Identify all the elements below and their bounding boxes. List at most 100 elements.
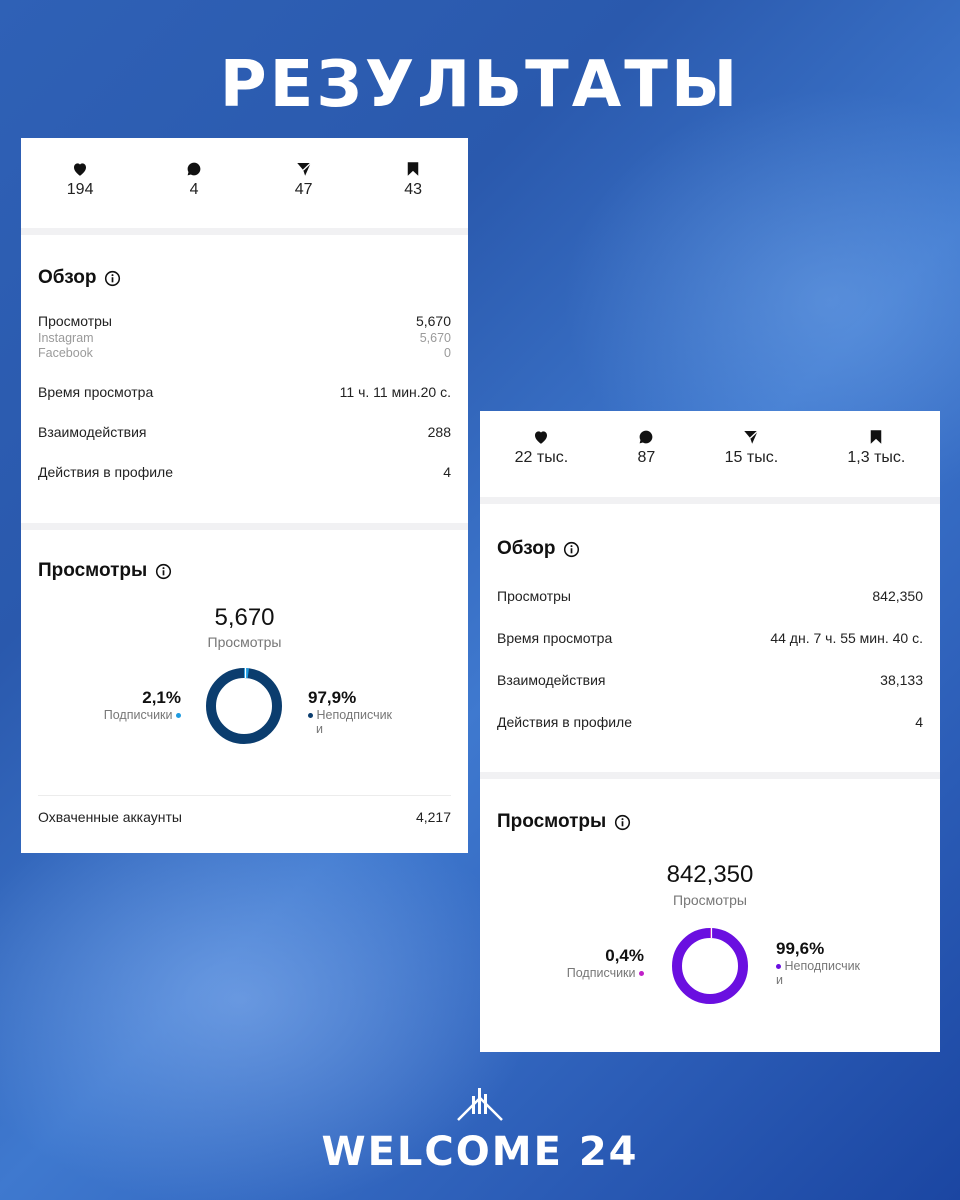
brand-logo-text: WELCOME 24 xyxy=(321,1129,639,1175)
bookmark-icon xyxy=(871,430,882,444)
heart-icon xyxy=(535,431,548,444)
watch-time-row[interactable]: Время просмотра 11 ч. 11 мин.20 с. xyxy=(38,384,451,400)
watch-time-label: Время просмотра xyxy=(497,630,613,646)
views-row[interactable]: Просмотры 5,670 xyxy=(38,313,451,329)
insights-card-1: 194 4 47 43 Обзор Просмотры 5,670 Instag… xyxy=(21,138,468,853)
watch-time-row[interactable]: Время просмотра 44 дн. 7 ч. 55 мин. 40 с… xyxy=(497,630,923,646)
divider xyxy=(21,523,468,530)
heart-icon xyxy=(74,163,87,176)
views-title-text: Просмотры xyxy=(497,811,607,832)
overview-section: Обзор Просмотры 842,350 Время просмотра … xyxy=(480,504,940,772)
views-title: Просмотры xyxy=(497,811,923,833)
divider xyxy=(480,772,940,779)
info-icon[interactable] xyxy=(614,814,631,831)
followers-pct: 2,1% xyxy=(142,688,181,707)
bookmark-icon xyxy=(407,162,419,176)
saves-stat[interactable]: 1,3 тыс. xyxy=(847,428,905,467)
saves-count: 43 xyxy=(404,181,423,198)
followers-label: Подписчики xyxy=(566,966,636,980)
instagram-row: Instagram 5,670 xyxy=(38,331,451,345)
brand-logo: WELCOME 24 xyxy=(0,1084,960,1175)
nonfollowers-pct: 97,9% xyxy=(308,688,357,707)
watch-time-label: Время просмотра xyxy=(38,384,154,400)
views-section: Просмотры 842,350 Просмотры 0,4% Подписч… xyxy=(480,779,940,1052)
views-total: 842,350 xyxy=(666,861,754,888)
engagement-stats: 22 тыс. 87 15 тыс. 1,3 тыс. xyxy=(480,411,940,497)
shares-stat[interactable]: 47 xyxy=(295,160,313,199)
profile-actions-value: 4 xyxy=(443,464,451,480)
likes-count: 194 xyxy=(66,181,94,198)
views-label: Просмотры xyxy=(497,588,571,604)
nonfollowers-label-line1: Неподписчик xyxy=(316,708,393,722)
views-total: 5,670 xyxy=(214,604,275,631)
overview-title-text: Обзор xyxy=(497,538,556,559)
profile-actions-label: Действия в профиле xyxy=(497,714,633,730)
views-total-label: Просмотры xyxy=(673,892,747,908)
views-donut-chart xyxy=(206,668,282,744)
followers-pct: 0,4% xyxy=(605,946,644,965)
likes-stat[interactable]: 194 xyxy=(66,160,94,199)
nonfollowers-dot xyxy=(776,964,781,970)
comment-icon xyxy=(187,162,201,176)
facebook-value: 0 xyxy=(444,346,451,360)
divider-line xyxy=(38,795,451,796)
info-icon[interactable] xyxy=(104,270,121,287)
overview-title: Обзор xyxy=(497,538,923,560)
profile-actions-row[interactable]: Действия в профиле 4 xyxy=(497,714,923,730)
shares-count: 15 тыс. xyxy=(724,449,779,466)
divider xyxy=(480,497,940,504)
nonfollowers-label-line1: Неподписчик xyxy=(784,959,861,973)
facebook-row: Facebook 0 xyxy=(38,346,451,360)
nonfollowers-label-line2: и xyxy=(776,973,783,987)
likes-stat[interactable]: 22 тыс. xyxy=(515,428,568,467)
info-icon[interactable] xyxy=(155,563,172,580)
nonfollowers-label-row: Неподписчик и xyxy=(308,708,392,736)
interactions-label: Взаимодействия xyxy=(38,424,147,440)
followers-legend: 0,4% Подписчики xyxy=(567,946,644,980)
watch-time-value: 11 ч. 11 мин.20 с. xyxy=(339,384,451,400)
overview-title: Обзор xyxy=(38,267,451,289)
divider xyxy=(21,228,468,235)
views-total-label: Просмотры xyxy=(207,634,282,650)
interactions-row[interactable]: Взаимодействия 38,133 xyxy=(497,672,923,688)
views-label: Просмотры xyxy=(38,313,112,329)
engagement-stats: 194 4 47 43 xyxy=(21,138,468,228)
saves-count: 1,3 тыс. xyxy=(847,449,906,466)
views-row[interactable]: Просмотры 842,350 xyxy=(497,588,923,604)
views-value: 5,670 xyxy=(415,313,451,329)
nonfollowers-label-line2: и xyxy=(316,722,323,736)
profile-actions-row[interactable]: Действия в профиле 4 xyxy=(38,464,451,480)
info-icon[interactable] xyxy=(563,541,580,558)
nonfollowers-dot xyxy=(308,713,313,719)
nonfollowers-label-row: Неподписчик и xyxy=(776,959,860,987)
page-title: РЕЗУЛЬТАТЫ xyxy=(219,48,741,122)
nonfollowers-arc xyxy=(672,928,748,1004)
overview-section: Обзор Просмотры 5,670 Instagram 5,670 Fa… xyxy=(21,235,468,523)
followers-label: Подписчики xyxy=(103,708,173,722)
building-logo-icon xyxy=(457,1088,503,1121)
reach-label: Охваченные аккаунты xyxy=(38,809,182,825)
followers-dot xyxy=(176,713,181,719)
followers-arc xyxy=(206,668,282,744)
interactions-row[interactable]: Взаимодействия 288 xyxy=(38,424,451,440)
followers-label-row: Подписчики xyxy=(104,708,181,722)
reach-value: 4,217 xyxy=(415,809,451,825)
followers-legend: 2,1% Подписчики xyxy=(104,688,181,722)
comments-stat[interactable]: 87 xyxy=(637,428,655,467)
interactions-value: 288 xyxy=(427,424,451,440)
reach-row[interactable]: Охваченные аккаунты 4,217 xyxy=(38,809,451,825)
profile-actions-label: Действия в профиле xyxy=(38,464,174,480)
shares-stat[interactable]: 15 тыс. xyxy=(724,428,779,467)
followers-arc xyxy=(672,928,748,1004)
followers-label-row: Подписчики xyxy=(567,966,644,980)
views-donut-chart xyxy=(672,928,748,1004)
comments-stat[interactable]: 4 xyxy=(185,160,203,199)
share-icon xyxy=(296,162,311,176)
facebook-label: Facebook xyxy=(38,346,93,360)
interactions-label: Взаимодействия xyxy=(497,672,606,688)
instagram-label: Instagram xyxy=(38,331,94,345)
saves-stat[interactable]: 43 xyxy=(404,160,422,199)
insights-card-2: 22 тыс. 87 15 тыс. 1,3 тыс. Обзор Просмо… xyxy=(480,411,940,1052)
profile-actions-value: 4 xyxy=(915,714,923,730)
followers-dot xyxy=(639,971,644,977)
